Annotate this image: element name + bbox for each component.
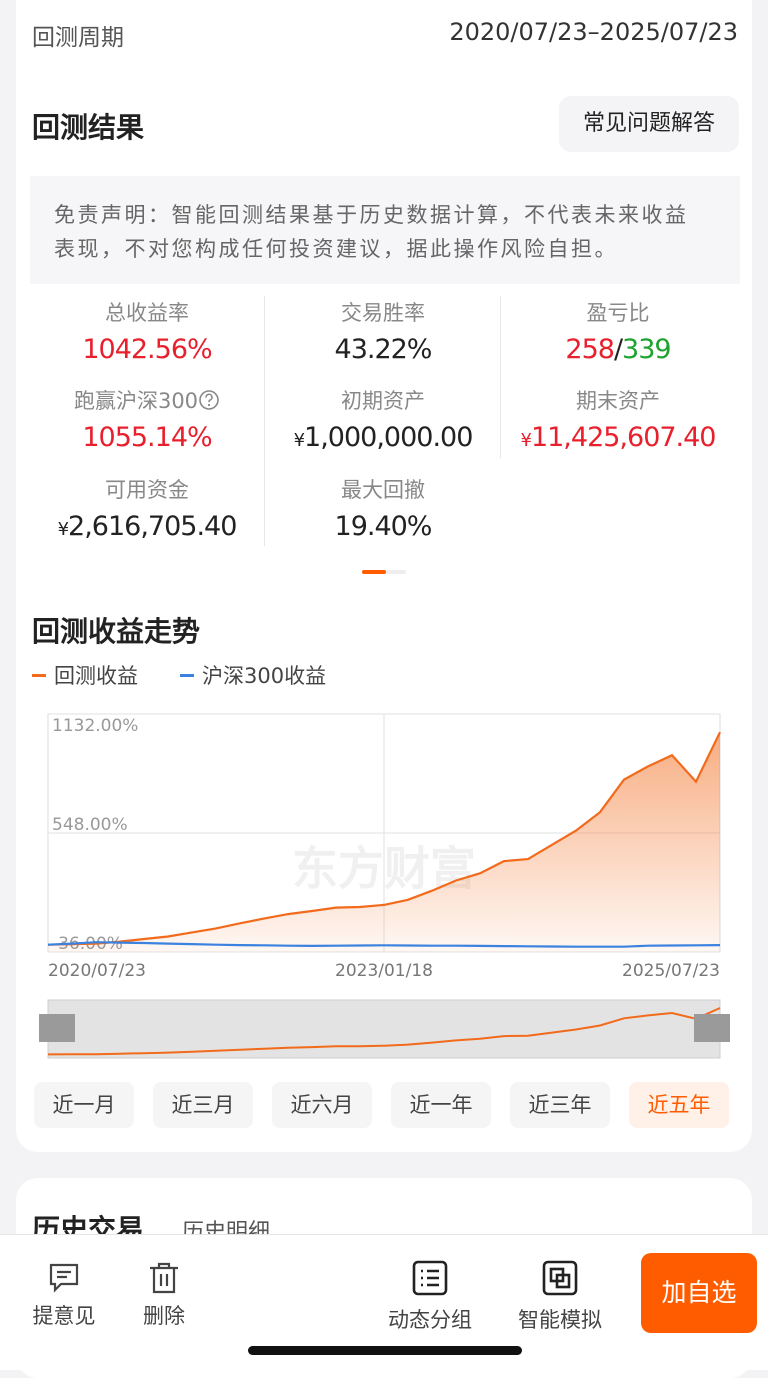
disclaimer: 免责声明：智能回测结果基于历史数据计算，不代表未来收益表现，不对您构成任何投资建… [54,203,689,261]
home-indicator [248,1346,522,1355]
metric-value: 1042.56% [82,334,212,365]
amount: 1,000,000.00 [304,422,473,453]
feedback-icon [49,1263,79,1293]
divider [264,296,265,546]
pager [362,570,406,574]
series-area [48,732,720,952]
chart: 东方财富 -36.00%548.00%1132.00%2020/07/23202… [39,713,730,1059]
metric-value: 19.40% [334,511,433,542]
separator: / [613,334,623,365]
y-tick-label: 1132.00% [52,716,138,736]
metric-label: 交易胜率 [341,301,425,325]
metric-value: ¥11,425,607.40 [500,422,736,453]
simulate-icon [542,1260,578,1296]
delete-icon [150,1262,178,1294]
metric-value: 1055.14% [82,422,212,453]
metric-label: 可用资金 [105,478,189,502]
divider [500,296,501,458]
range-button[interactable]: 近六月 [272,1082,372,1128]
disclaimer-box [30,176,740,284]
amount: 11,425,607.40 [530,422,717,453]
series-line [47,731,721,946]
loss-count: 339 [622,334,672,365]
legend: 回测收益 沪深300收益 [32,660,326,690]
range-button[interactable]: 近一年 [391,1082,491,1128]
legend-swatch [180,673,194,677]
legend-label: 回测收益 [54,664,138,688]
metric-label: 最大回撤 [341,478,425,502]
range-button[interactable]: 近五年 [629,1082,729,1128]
legend-item: 沪深300收益 [180,660,326,690]
toolbar-item[interactable]: 提意见 [32,1304,96,1328]
x-tick-label: 2025/07/23 [622,961,720,981]
legend-label: 沪深300收益 [202,664,327,688]
navigator [47,999,721,1059]
help-icon[interactable] [198,389,220,411]
chart-title: 回测收益走势 [32,615,201,648]
legend-swatch [32,673,46,677]
win-count: 258 [565,334,615,365]
currency: ¥ [293,430,305,451]
metric-value: ¥2,616,705.40 [29,511,265,542]
metric-label: 跑赢沪深300 [29,385,265,415]
navigator-handle [39,1014,75,1042]
pager-active [362,570,386,574]
period-label: 回测周期 [32,25,124,51]
amount: 2,616,705.40 [68,511,237,542]
series-line [47,1007,721,1056]
x-tick-label: 2020/07/23 [48,961,146,981]
metric-value: 43.22% [334,334,433,365]
toolbar-item[interactable]: 智能模拟 [518,1308,602,1332]
label-text: 跑赢沪深300 [73,389,199,413]
section-title: 回测结果 [32,111,145,144]
toolbar-item[interactable]: 动态分组 [388,1308,472,1332]
legend-item: 回测收益 [32,660,138,690]
toolbar-item[interactable]: 删除 [143,1304,185,1328]
group-icon [412,1260,448,1296]
metric-value: 258/339 [500,334,736,365]
range-button[interactable]: 近三月 [153,1082,253,1128]
series-line [47,941,721,948]
metric-label: 盈亏比 [586,301,650,325]
range-button[interactable]: 近三年 [510,1082,610,1128]
y-tick-label: 548.00% [52,815,128,835]
faq-button[interactable]: 常见问题解答 [559,96,739,152]
metric-label: 总收益率 [105,301,189,325]
metric-label: 初期资产 [341,389,425,413]
navigator-handle [694,1014,730,1042]
metric-value: ¥1,000,000.00 [265,422,501,453]
add-watchlist-button[interactable]: 加自选 [641,1253,757,1333]
period-value: 2020/07/23–2025/07/23 [449,18,738,46]
currency: ¥ [520,430,532,451]
metric-label: 期末资产 [576,389,660,413]
x-tick-label: 2023/01/18 [335,961,433,981]
currency: ¥ [57,519,69,540]
range-button[interactable]: 近一月 [34,1082,134,1128]
